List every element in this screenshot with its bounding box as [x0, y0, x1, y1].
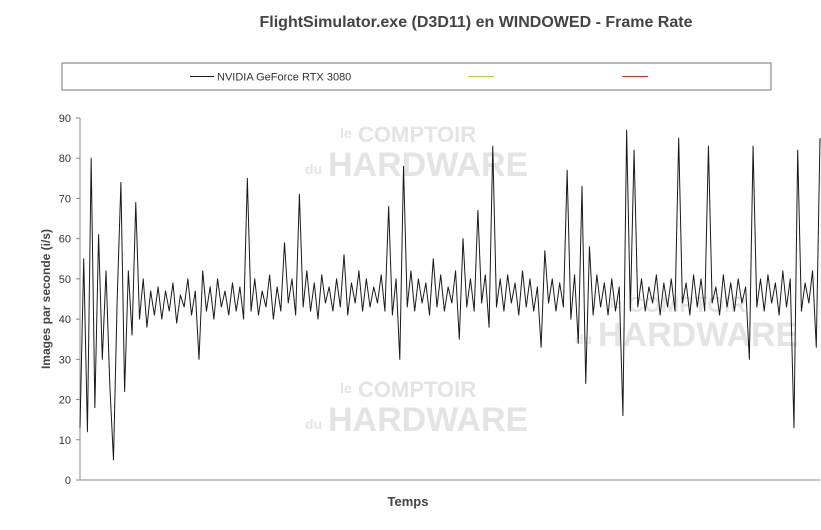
y-tick-label: 20: [59, 395, 71, 407]
watermark-text: HARDWARE: [328, 401, 528, 439]
series-line: [79, 129, 821, 461]
watermark-text: le: [340, 380, 352, 396]
watermark-text: le: [340, 125, 352, 141]
plot-area: 0 10 20 30 40 50 60 70 80 90: [59, 113, 821, 487]
x-axis-label: Temps: [388, 494, 429, 509]
y-tick-label: 80: [59, 153, 71, 165]
y-tick-label: 30: [59, 354, 71, 366]
watermark-text: du: [305, 161, 322, 177]
y-tick-label: 0: [65, 475, 71, 487]
watermark-text: le: [610, 295, 622, 311]
y-tick-label: 50: [59, 274, 71, 286]
watermark-text: HARDWARE: [328, 146, 528, 184]
watermark-text: COMPTOIR: [358, 377, 476, 402]
watermark-text: du: [575, 331, 592, 347]
watermark-text: du: [305, 416, 322, 432]
legend-box: [61, 62, 772, 91]
watermark-text: COMPTOIR: [358, 122, 476, 147]
y-tick-label: 40: [59, 314, 71, 326]
y-tick-label: 60: [59, 234, 71, 246]
y-tick-label: 10: [59, 435, 71, 447]
legend-label: NVIDIA GeForce RTX 3080: [217, 72, 351, 84]
y-axis-label: Images par seconde (i/s): [39, 229, 53, 369]
chart-title: FlightSimulator.exe (D3D11) en WINDOWED …: [260, 14, 693, 31]
watermark-text: HARDWARE: [598, 316, 798, 354]
y-tick-label: 70: [59, 193, 71, 205]
y-tick-label: 90: [59, 113, 71, 125]
watermark: le COMPTOIR du HARDWARE le COMPTOIR du HARDWARE…: [305, 122, 798, 439]
